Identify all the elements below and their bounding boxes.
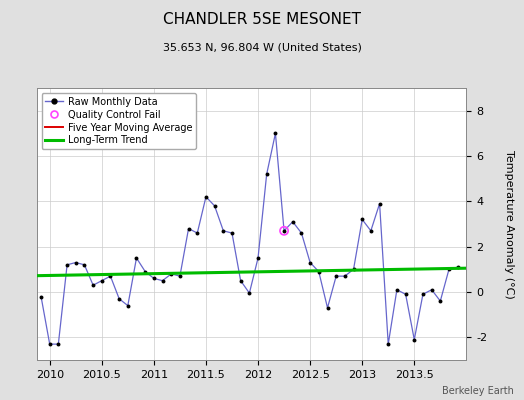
Point (401, 291, 410, 298)
Point (106, 273, 115, 279)
Point (167, 271, 176, 277)
Point (80, 262, 89, 268)
Point (323, 305, 332, 311)
Point (97, 278, 106, 284)
Point (254, 255, 262, 261)
Point (332, 273, 341, 279)
Point (306, 259, 314, 266)
Point (184, 225, 193, 232)
Point (297, 230, 305, 236)
Point (124, 302, 132, 309)
Point (428, 286, 436, 293)
Point (176, 273, 184, 279)
Point (419, 291, 427, 298)
Text: Berkeley Earth: Berkeley Earth (442, 386, 514, 396)
Point (245, 290, 254, 296)
Point (193, 230, 202, 236)
Point (280, 228, 288, 234)
Point (37, 293, 45, 300)
Point (350, 266, 358, 272)
Point (445, 266, 453, 272)
Point (115, 296, 123, 302)
Text: 35.653 N, 96.804 W (United States): 35.653 N, 96.804 W (United States) (162, 42, 362, 52)
Point (63, 262, 71, 268)
Point (410, 336, 419, 343)
Point (202, 194, 210, 200)
Point (392, 286, 401, 293)
Point (341, 273, 349, 279)
Point (89, 282, 97, 288)
Point (263, 171, 271, 177)
Point (211, 203, 219, 209)
Point (289, 218, 297, 225)
Point (219, 228, 227, 234)
Point (280, 228, 288, 234)
Point (228, 230, 236, 236)
Point (367, 228, 375, 234)
Point (132, 255, 140, 261)
Point (46, 341, 54, 347)
Point (150, 275, 158, 282)
Point (141, 268, 149, 275)
Point (375, 200, 384, 207)
Y-axis label: Temperature Anomaly (°C): Temperature Anomaly (°C) (504, 150, 514, 298)
Point (384, 341, 392, 347)
Point (158, 278, 167, 284)
Point (314, 268, 323, 275)
Point (72, 259, 80, 266)
Legend: Raw Monthly Data, Quality Control Fail, Five Year Moving Average, Long-Term Tren: Raw Monthly Data, Quality Control Fail, … (41, 93, 196, 149)
Point (271, 130, 280, 136)
Point (358, 216, 366, 223)
Text: CHANDLER 5SE MESONET: CHANDLER 5SE MESONET (163, 12, 361, 27)
Point (436, 298, 444, 304)
Point (236, 278, 245, 284)
Point (454, 264, 462, 270)
Point (54, 341, 62, 347)
